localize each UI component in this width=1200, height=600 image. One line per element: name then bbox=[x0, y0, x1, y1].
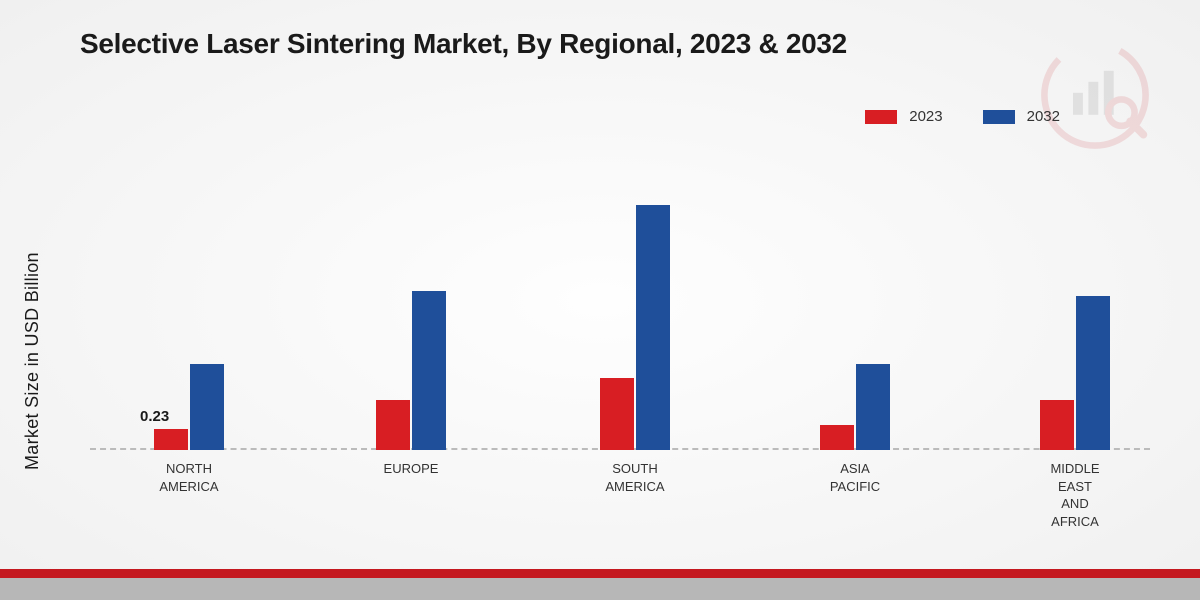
watermark-logo bbox=[1040, 40, 1150, 150]
bar-2032 bbox=[412, 291, 446, 450]
bar-group bbox=[124, 364, 254, 450]
bar-2023 bbox=[820, 425, 854, 450]
bar-2032 bbox=[636, 205, 670, 450]
footer-red-stripe bbox=[0, 569, 1200, 578]
bar-2032 bbox=[190, 364, 224, 450]
bar-2023 bbox=[1040, 400, 1074, 450]
legend-label-2023: 2023 bbox=[909, 108, 942, 125]
bar-group bbox=[346, 291, 476, 450]
bar-2032 bbox=[1076, 296, 1110, 450]
legend-item-2032: 2032 bbox=[983, 108, 1060, 125]
x-tick-label: MIDDLEEASTANDAFRICA bbox=[1010, 460, 1140, 530]
legend-item-2023: 2023 bbox=[865, 108, 942, 125]
x-tick-label: SOUTHAMERICA bbox=[570, 460, 700, 495]
footer-grey-stripe bbox=[0, 578, 1200, 600]
legend-swatch-2023 bbox=[865, 110, 897, 124]
bar-2023 bbox=[154, 429, 188, 450]
x-tick-label: ASIAPACIFIC bbox=[790, 460, 920, 495]
bar-2023 bbox=[600, 378, 634, 451]
bar-group bbox=[1010, 296, 1140, 450]
x-tick-label: EUROPE bbox=[346, 460, 476, 478]
y-axis-label: Market Size in USD Billion bbox=[22, 252, 43, 470]
bar-2032 bbox=[856, 364, 890, 450]
x-axis-labels: NORTHAMERICA EUROPE SOUTHAMERICA ASIAPACIFI… bbox=[90, 460, 1150, 560]
bar-group bbox=[570, 205, 700, 450]
chart-title: Selective Laser Sintering Market, By Reg… bbox=[80, 28, 847, 60]
legend: 2023 2032 bbox=[865, 108, 1060, 125]
plot-area: 0.23 bbox=[90, 160, 1150, 450]
bar-2023 bbox=[376, 400, 410, 450]
x-tick-label: NORTHAMERICA bbox=[124, 460, 254, 495]
bar-group bbox=[790, 364, 920, 450]
legend-swatch-2032 bbox=[983, 110, 1015, 124]
value-label: 0.23 bbox=[140, 408, 169, 425]
legend-label-2032: 2032 bbox=[1027, 108, 1060, 125]
